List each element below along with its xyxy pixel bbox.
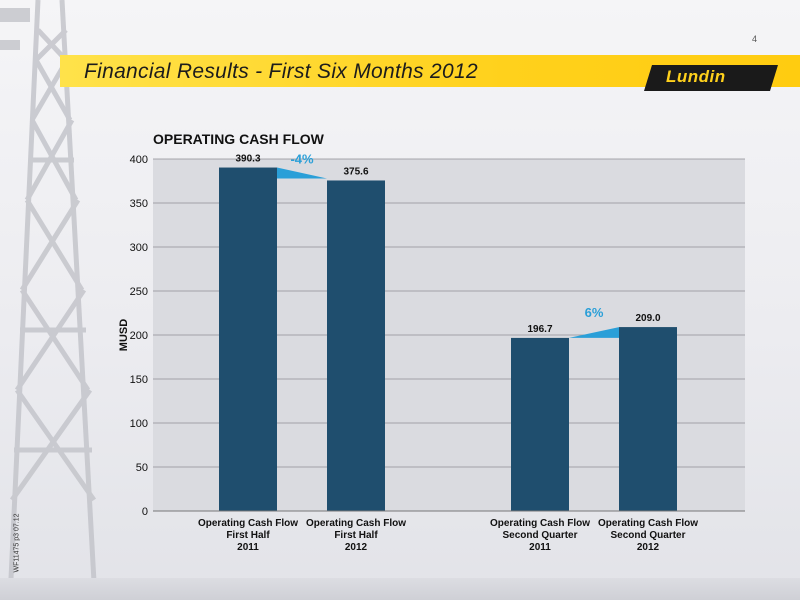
company-logo: [644, 65, 778, 91]
y-tick-label: 400: [130, 154, 148, 166]
y-axis-label: MUSD: [118, 319, 130, 351]
bar-value-label: 196.7: [527, 324, 552, 335]
y-tick-label: 50: [136, 462, 148, 474]
y-axis-tick-labels: 0 50 100 150 200 250 300 350 400: [130, 154, 148, 518]
y-tick-label: 150: [130, 374, 148, 386]
bar: [619, 327, 677, 511]
x-category-label: Operating Cash Flow First Half 2012: [306, 518, 406, 553]
x-axis-category-labels: Operating Cash Flow First Half 2011Operati…: [198, 518, 698, 553]
y-tick-label: 300: [130, 242, 148, 254]
footer-band: [0, 578, 800, 600]
page-title: Financial Results - First Six Months 201…: [84, 60, 478, 83]
change-arrow: [277, 167, 327, 179]
change-arrow: [569, 327, 619, 338]
y-tick-label: 100: [130, 418, 148, 430]
x-category-label: Operating Cash Flow Second Quarter 2012: [598, 518, 698, 553]
x-category-label: Operating Cash Flow First Half 2011: [198, 518, 298, 553]
bar: [327, 180, 385, 512]
bar-value-label: 375.6: [343, 166, 368, 177]
logo-text: Lundin: [666, 67, 726, 86]
bar-value-label: 209.0: [635, 313, 660, 324]
document-code: WF11475 p3 07.12: [13, 513, 21, 573]
page-number: 4: [752, 34, 758, 44]
y-tick-label: 0: [142, 506, 148, 518]
x-category-label: Operating Cash Flow Second Quarter 2011: [490, 518, 590, 553]
bar: [511, 337, 569, 511]
bars: 390.3 375.6 196.7 209.0: [219, 154, 677, 512]
change-annotations: -4% 6%: [277, 152, 619, 338]
change-percent-label: 6%: [585, 305, 604, 320]
y-tick-label: 250: [130, 286, 148, 298]
change-percent-label: -4%: [290, 152, 314, 167]
bar: [219, 167, 277, 511]
y-tick-label: 200: [130, 330, 148, 342]
bar-value-label: 390.3: [235, 154, 260, 165]
y-tick-label: 350: [130, 198, 148, 210]
chart-title: OPERATING CASH FLOW: [153, 131, 324, 147]
